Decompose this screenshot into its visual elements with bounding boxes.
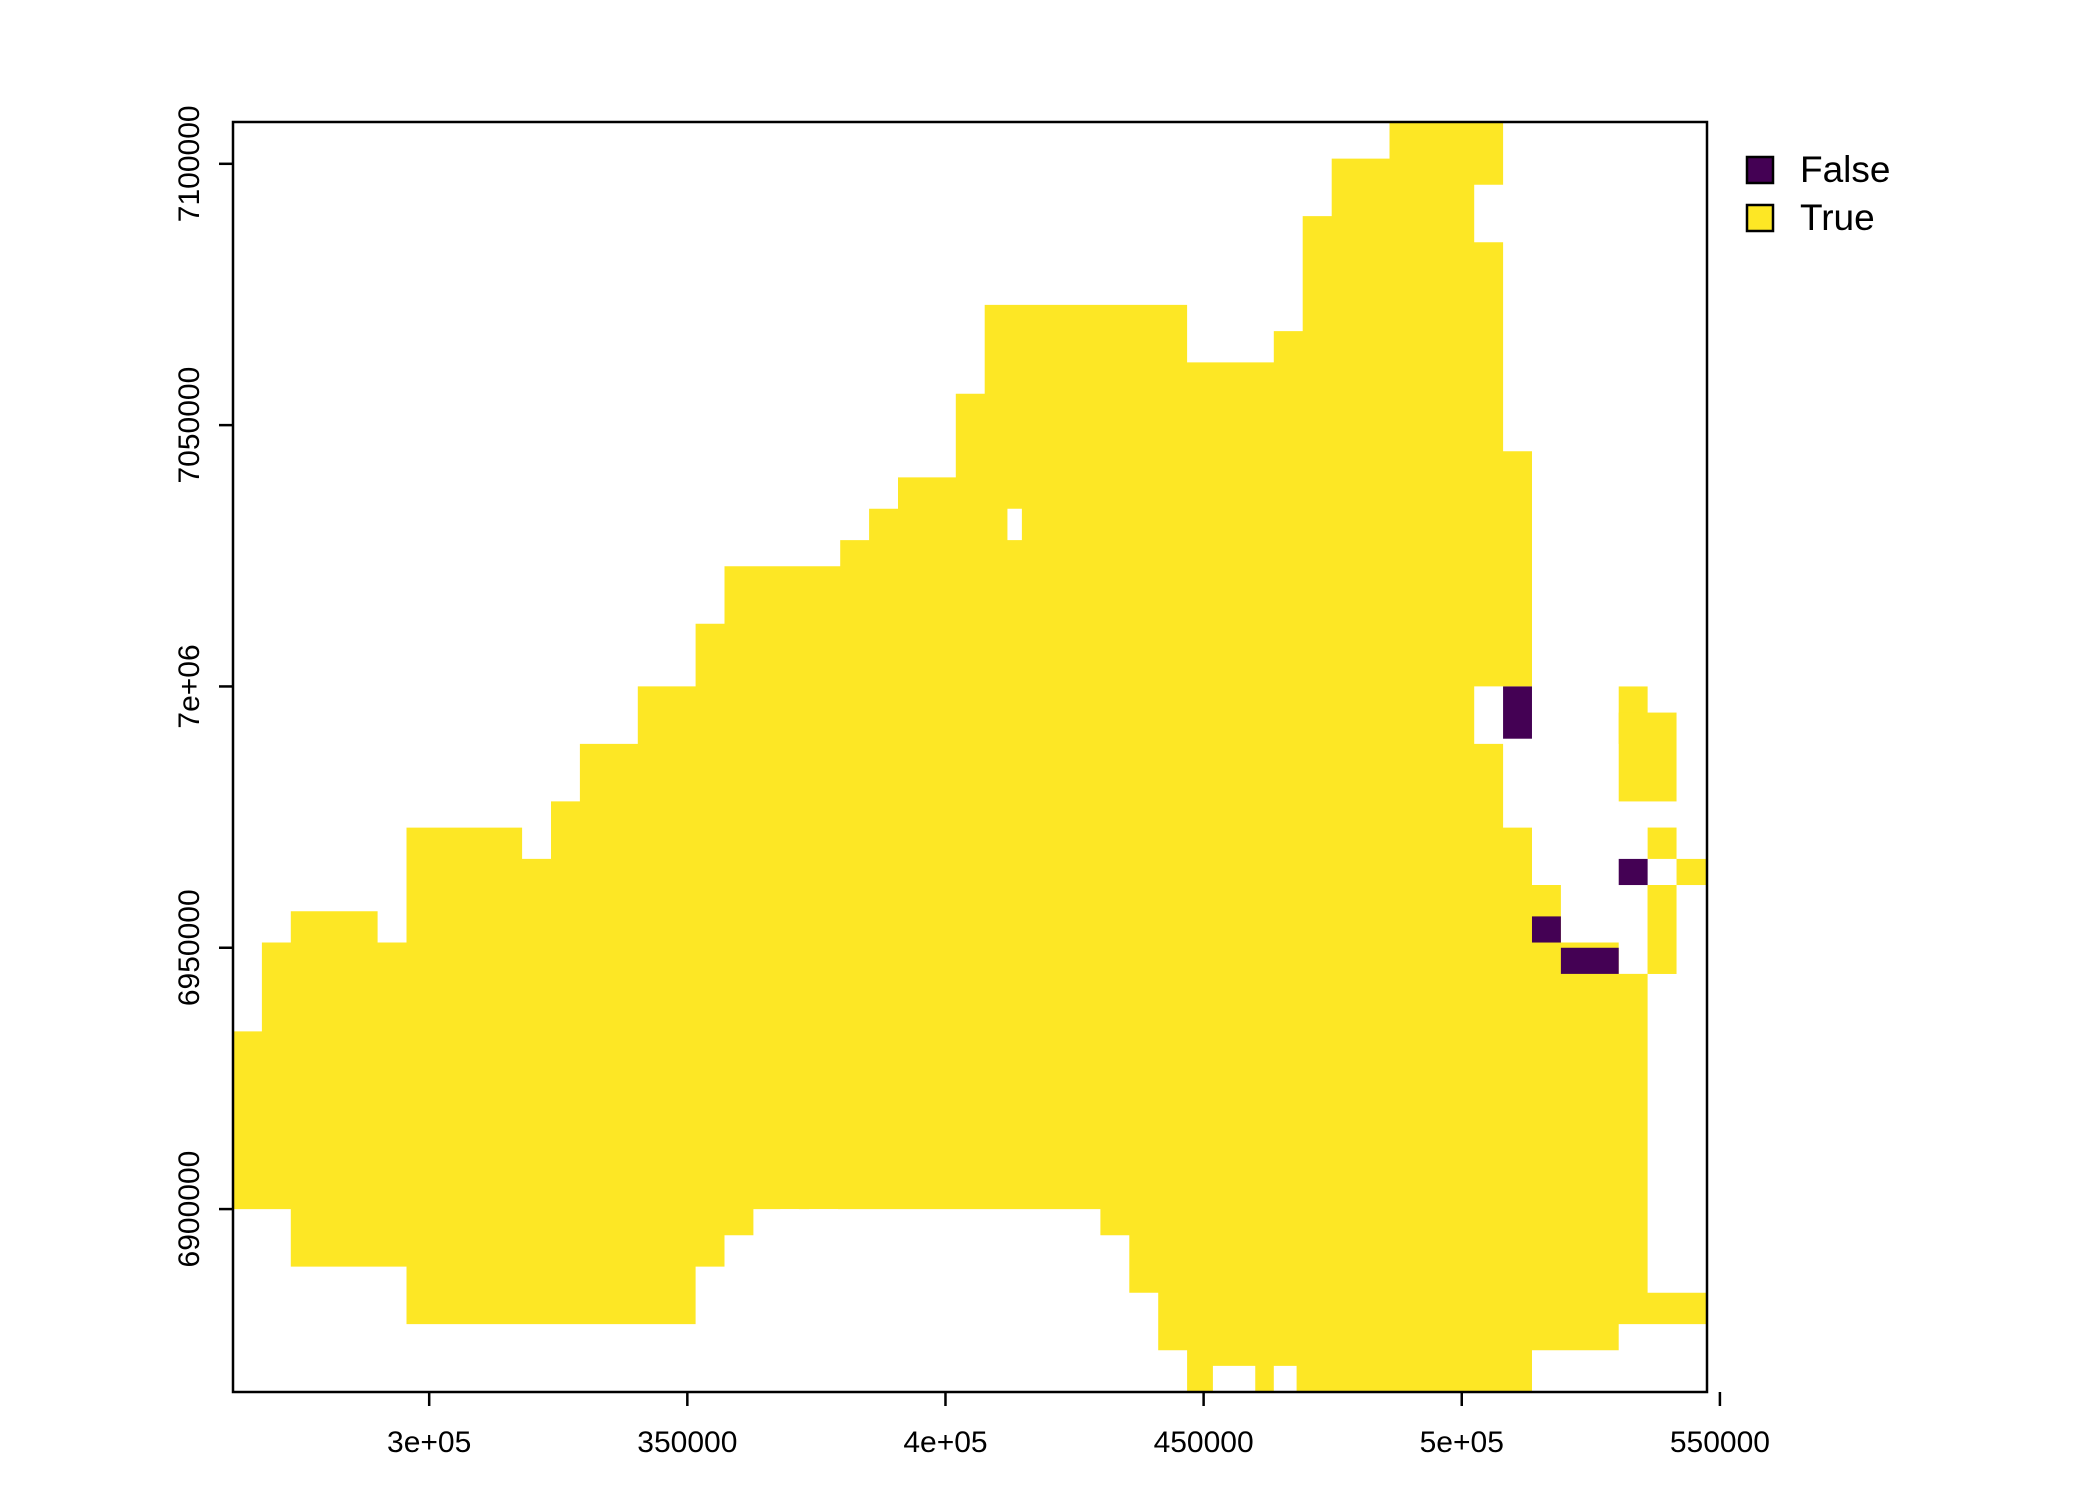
true-cell [1618, 712, 1677, 802]
true-cell [1676, 858, 1707, 886]
y-tick-label: 6950000 [173, 889, 206, 1006]
y-tick-label: 7e+06 [173, 644, 206, 728]
legend: False True [1745, 149, 1890, 238]
x-tick-label: 550000 [1670, 1426, 1770, 1459]
nodata-cell [1212, 1365, 1256, 1392]
y-tick-label: 7100000 [173, 105, 206, 222]
nodata-cell [1007, 508, 1022, 541]
legend-label-false: False [1800, 149, 1890, 190]
true-cell [1647, 827, 1677, 859]
x-axis: 3e+05 350000 4e+05 450000 5e+05 550000 [387, 1392, 1770, 1459]
false-cell [1503, 686, 1532, 739]
y-tick-label: 7050000 [173, 367, 206, 484]
true-cell [1647, 885, 1677, 974]
x-tick-label: 3e+05 [387, 1426, 471, 1459]
x-tick-label: 5e+05 [1420, 1426, 1504, 1459]
legend-swatch-true [1745, 203, 1775, 233]
legend-swatch-false [1745, 155, 1775, 185]
nodata-cell [809, 1209, 839, 1236]
true-region [233, 122, 1707, 1392]
y-axis: 6900000 6950000 7e+06 7050000 7100000 [173, 105, 233, 1267]
y-tick-label: 6900000 [173, 1151, 206, 1268]
x-tick-label: 350000 [637, 1426, 737, 1459]
x-tick-label: 4e+05 [903, 1426, 987, 1459]
false-cell [1531, 916, 1561, 943]
false-cell [1618, 858, 1648, 886]
x-tick-label: 450000 [1154, 1426, 1254, 1459]
nodata-cell [780, 1209, 799, 1236]
legend-label-true: True [1800, 197, 1875, 238]
plot-frame [231, 120, 1709, 1394]
raster-layer [233, 122, 1707, 1392]
false-cell [1560, 947, 1619, 974]
